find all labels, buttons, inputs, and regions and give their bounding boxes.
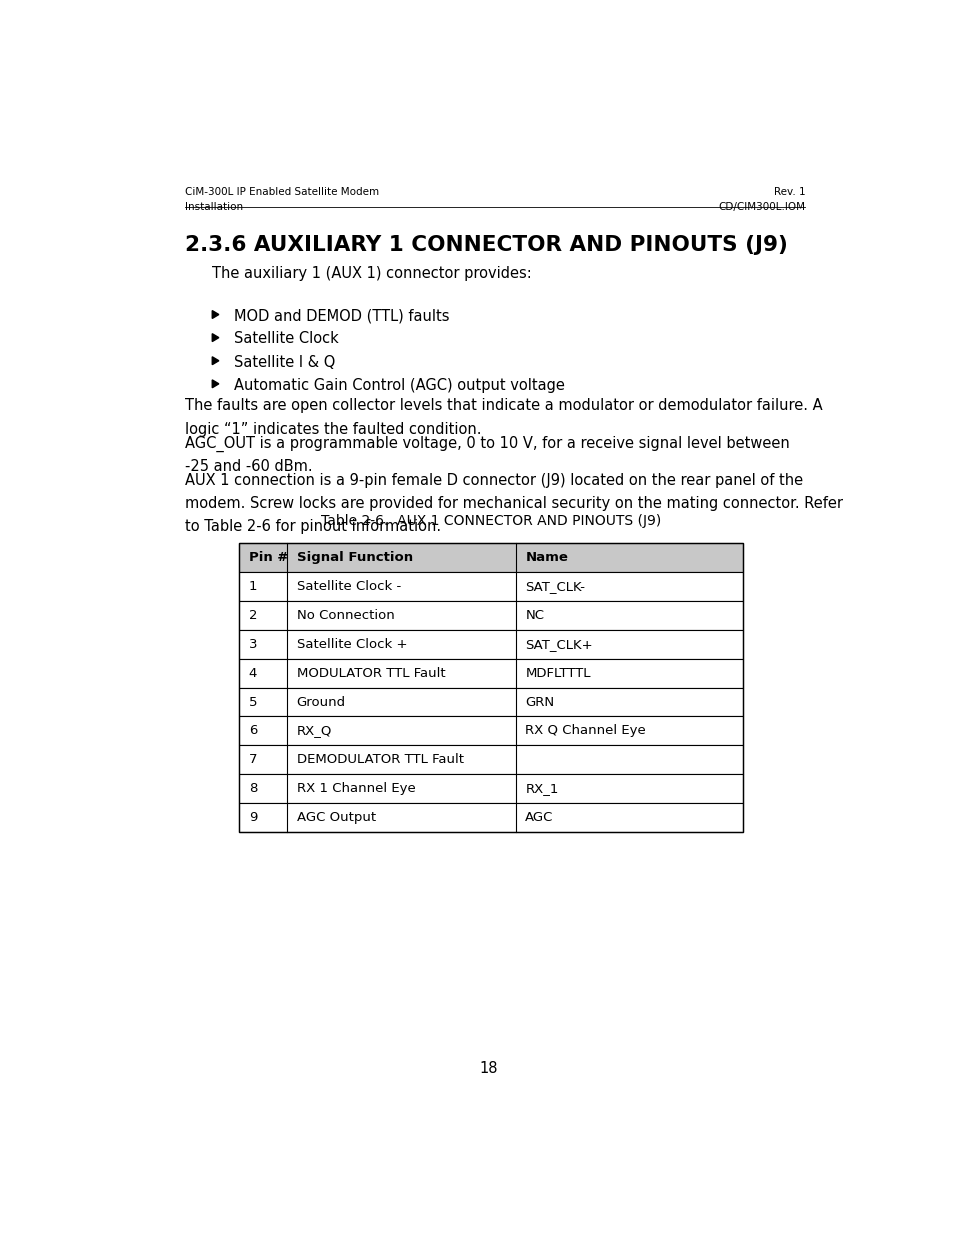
Text: RX_Q: RX_Q — [296, 725, 332, 737]
Text: GRN: GRN — [525, 695, 554, 709]
Bar — [239, 803, 742, 832]
Text: AGC Output: AGC Output — [296, 811, 375, 824]
Text: 3: 3 — [249, 637, 257, 651]
Bar — [239, 543, 742, 572]
Text: No Connection: No Connection — [296, 609, 394, 622]
Bar — [239, 543, 742, 832]
Bar — [239, 601, 742, 630]
Text: MOD and DEMOD (TTL) faults: MOD and DEMOD (TTL) faults — [233, 309, 449, 324]
Text: 1: 1 — [249, 580, 257, 593]
Text: Installation: Installation — [185, 203, 243, 212]
Text: 7: 7 — [249, 753, 257, 766]
Text: 2.3.6 AUXILIARY 1 CONNECTOR AND PINOUTS (J9): 2.3.6 AUXILIARY 1 CONNECTOR AND PINOUTS … — [185, 235, 787, 256]
Text: Satellite I & Q: Satellite I & Q — [233, 354, 335, 369]
Text: 2: 2 — [249, 609, 257, 622]
Text: 8: 8 — [249, 782, 256, 795]
Text: DEMODULATOR TTL Fault: DEMODULATOR TTL Fault — [296, 753, 463, 766]
Text: MODULATOR TTL Fault: MODULATOR TTL Fault — [296, 667, 445, 679]
Bar — [239, 630, 742, 658]
Bar — [239, 746, 742, 774]
Text: RX 1 Channel Eye: RX 1 Channel Eye — [296, 782, 416, 795]
Text: Pin #: Pin # — [249, 551, 288, 564]
Text: Table 2-6.  AUX 1 CONNECTOR AND PINOUTS (J9): Table 2-6. AUX 1 CONNECTOR AND PINOUTS (… — [321, 514, 660, 527]
Bar — [239, 774, 742, 803]
Text: to Table 2-6 for pinout information.: to Table 2-6 for pinout information. — [185, 520, 441, 535]
Text: The auxiliary 1 (AUX 1) connector provides:: The auxiliary 1 (AUX 1) connector provid… — [212, 266, 532, 282]
Bar — [239, 716, 742, 746]
Text: Satellite Clock +: Satellite Clock + — [296, 637, 407, 651]
Text: 6: 6 — [249, 725, 256, 737]
Polygon shape — [212, 310, 218, 319]
Text: Ground: Ground — [296, 695, 346, 709]
Text: CiM-300L IP Enabled Satellite Modem: CiM-300L IP Enabled Satellite Modem — [185, 186, 379, 196]
Text: 18: 18 — [479, 1061, 497, 1076]
Bar — [239, 572, 742, 601]
Text: SAT_CLK+: SAT_CLK+ — [525, 637, 593, 651]
Text: CD/CIM300L.IOM: CD/CIM300L.IOM — [718, 203, 804, 212]
Text: The faults are open collector levels that indicate a modulator or demodulator fa: The faults are open collector levels tha… — [185, 399, 821, 414]
Text: Satellite Clock -: Satellite Clock - — [296, 580, 400, 593]
Text: MDFLTTTL: MDFLTTTL — [525, 667, 590, 679]
Text: -25 and -60 dBm.: -25 and -60 dBm. — [185, 458, 313, 473]
Text: RX_1: RX_1 — [525, 782, 558, 795]
Text: Rev. 1: Rev. 1 — [773, 186, 804, 196]
Text: 4: 4 — [249, 667, 256, 679]
Bar — [239, 658, 742, 688]
Text: AGC_OUT is a programmable voltage, 0 to 10 V, for a receive signal level between: AGC_OUT is a programmable voltage, 0 to … — [185, 436, 789, 452]
Text: modem. Screw locks are provided for mechanical security on the mating connector.: modem. Screw locks are provided for mech… — [185, 496, 842, 511]
Text: Automatic Gain Control (AGC) output voltage: Automatic Gain Control (AGC) output volt… — [233, 378, 564, 393]
Bar — [239, 688, 742, 716]
Text: Name: Name — [525, 551, 568, 564]
Text: 9: 9 — [249, 811, 256, 824]
Text: Signal Function: Signal Function — [296, 551, 413, 564]
Text: RX Q Channel Eye: RX Q Channel Eye — [525, 725, 645, 737]
Polygon shape — [212, 333, 218, 342]
Text: NC: NC — [525, 609, 544, 622]
Text: SAT_CLK-: SAT_CLK- — [525, 580, 585, 593]
Text: AUX 1 connection is a 9-pin female D connector (J9) located on the rear panel of: AUX 1 connection is a 9-pin female D con… — [185, 473, 802, 488]
Polygon shape — [212, 357, 218, 364]
Text: AGC: AGC — [525, 811, 553, 824]
Polygon shape — [212, 380, 218, 388]
Text: Satellite Clock: Satellite Clock — [233, 331, 338, 347]
Text: logic “1” indicates the faulted condition.: logic “1” indicates the faulted conditio… — [185, 421, 481, 436]
Text: 5: 5 — [249, 695, 257, 709]
